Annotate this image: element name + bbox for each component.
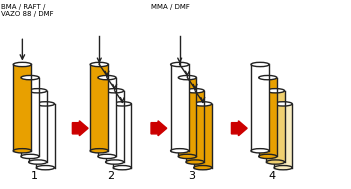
- Ellipse shape: [194, 166, 212, 170]
- Ellipse shape: [90, 62, 108, 67]
- Polygon shape: [37, 104, 54, 168]
- Polygon shape: [171, 64, 189, 151]
- Ellipse shape: [274, 102, 292, 106]
- Ellipse shape: [259, 154, 277, 159]
- Ellipse shape: [194, 102, 212, 106]
- Ellipse shape: [171, 149, 189, 153]
- Text: BMA / RAFT /
VAZO 88 / DMF: BMA / RAFT / VAZO 88 / DMF: [1, 5, 53, 17]
- Ellipse shape: [37, 102, 54, 106]
- Polygon shape: [274, 104, 292, 168]
- Polygon shape: [106, 91, 124, 162]
- Polygon shape: [113, 104, 131, 168]
- Ellipse shape: [13, 62, 32, 67]
- Ellipse shape: [21, 154, 39, 159]
- Ellipse shape: [251, 149, 269, 153]
- Polygon shape: [21, 78, 39, 156]
- Ellipse shape: [274, 166, 292, 170]
- Polygon shape: [98, 78, 116, 156]
- Text: 3: 3: [188, 171, 195, 181]
- Text: 1: 1: [31, 171, 38, 181]
- Polygon shape: [266, 91, 285, 162]
- Ellipse shape: [98, 154, 116, 159]
- Ellipse shape: [178, 154, 197, 159]
- Polygon shape: [13, 64, 32, 151]
- Polygon shape: [90, 64, 108, 151]
- Ellipse shape: [106, 89, 124, 93]
- Polygon shape: [178, 78, 197, 156]
- Polygon shape: [194, 104, 212, 168]
- Text: 4: 4: [268, 171, 275, 181]
- Ellipse shape: [90, 149, 108, 153]
- Ellipse shape: [266, 89, 285, 93]
- Polygon shape: [186, 91, 204, 162]
- Ellipse shape: [98, 75, 116, 80]
- Ellipse shape: [113, 102, 131, 106]
- Ellipse shape: [29, 89, 47, 93]
- Ellipse shape: [251, 62, 269, 67]
- Ellipse shape: [29, 160, 47, 164]
- Text: MMA / DMF: MMA / DMF: [151, 5, 190, 10]
- Polygon shape: [29, 91, 47, 162]
- Ellipse shape: [13, 149, 32, 153]
- Text: 2: 2: [107, 171, 114, 181]
- FancyArrow shape: [231, 121, 247, 136]
- Polygon shape: [259, 78, 277, 156]
- Ellipse shape: [186, 160, 204, 164]
- Ellipse shape: [178, 75, 197, 80]
- Ellipse shape: [21, 75, 39, 80]
- FancyArrow shape: [151, 121, 167, 136]
- FancyArrow shape: [72, 121, 88, 136]
- Ellipse shape: [37, 166, 54, 170]
- Ellipse shape: [186, 89, 204, 93]
- Ellipse shape: [266, 160, 285, 164]
- Ellipse shape: [113, 166, 131, 170]
- Ellipse shape: [106, 160, 124, 164]
- Polygon shape: [251, 64, 269, 151]
- Ellipse shape: [171, 62, 189, 67]
- Ellipse shape: [259, 75, 277, 80]
